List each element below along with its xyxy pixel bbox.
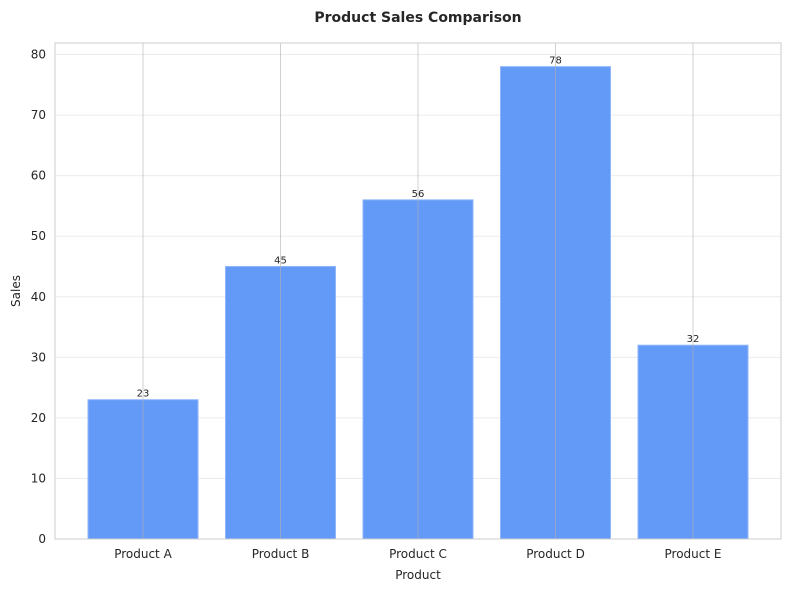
y-tick-label: 70 — [31, 108, 46, 122]
y-tick-label: 30 — [31, 350, 46, 364]
y-tick-label: 10 — [31, 471, 46, 485]
x-tick-label: Product A — [114, 547, 172, 561]
y-tick-label: 50 — [31, 229, 46, 243]
y-tick-label: 40 — [31, 290, 46, 304]
data-label: 23 — [137, 389, 150, 400]
data-label: 32 — [687, 334, 700, 345]
data-label: 56 — [412, 189, 425, 200]
data-label: 78 — [549, 56, 562, 67]
x-axis-label: Product — [395, 568, 441, 582]
y-tick-label: 80 — [31, 48, 46, 62]
x-tick-label: Product E — [665, 547, 722, 561]
x-tick-label: Product B — [252, 547, 310, 561]
chart-title: Product Sales Comparison — [314, 10, 521, 26]
plot-frame — [54, 42, 782, 540]
y-tick-label: 60 — [31, 169, 46, 183]
x-tick-label: Product C — [389, 547, 447, 561]
y-tick-label: 0 — [38, 532, 46, 546]
y-tick-label: 20 — [31, 411, 46, 425]
data-label: 45 — [274, 255, 287, 266]
y-axis-label: Sales — [9, 275, 23, 307]
x-tick-label: Product D — [526, 547, 585, 561]
